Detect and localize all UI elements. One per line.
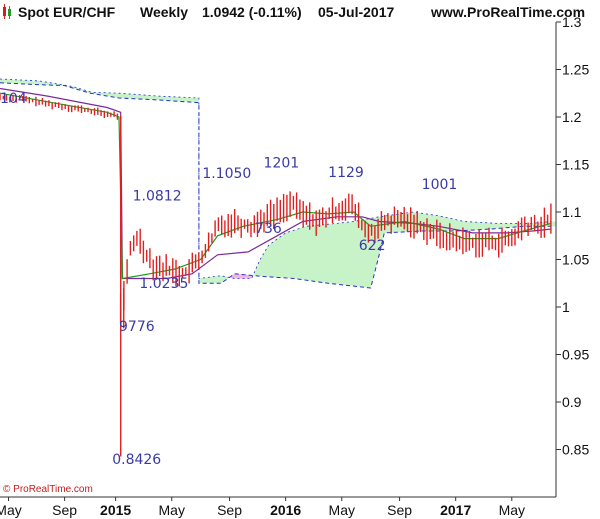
price-annotation: 0.8426: [112, 452, 161, 468]
y-tick-label: 0.85: [562, 442, 589, 458]
x-tick-label: 2015: [100, 502, 131, 518]
senkou-span-a-line: [0, 78, 551, 279]
price-annotation: 622: [359, 238, 386, 254]
timeframe: Weekly: [140, 4, 188, 20]
y-tick-label: 1.1: [562, 204, 582, 220]
cloud-bullish-fill: [253, 212, 556, 288]
price-annotation: 9776: [119, 319, 155, 335]
y-tick-label: 1.2: [562, 109, 582, 125]
x-tick-label: May: [499, 502, 525, 518]
candle-logo-icon: [3, 4, 11, 19]
price-annotation: 1.0235: [139, 276, 188, 292]
y-axis-ticks: 0.85 0.9 0.95 1 1.05 1.1 1.15 1.2 1.25 1.3: [556, 14, 589, 458]
y-tick-label: 1.25: [562, 62, 589, 78]
price-annotation: 1.0812: [133, 189, 182, 205]
x-tick-label: May: [0, 502, 22, 518]
price-annotation: 1001: [422, 177, 458, 193]
price-annotation: 1201: [264, 155, 300, 171]
x-tick-label: May: [329, 502, 355, 518]
y-tick-label: 0.9: [562, 394, 582, 410]
price-annotation: 104: [0, 91, 27, 107]
ichimoku-cloud: [0, 79, 556, 288]
x-tick-label: 2016: [270, 502, 301, 518]
x-tick-label: May: [159, 502, 185, 518]
y-tick-label: 1.3: [562, 14, 582, 30]
cloud-bearish-fill: [229, 273, 253, 279]
y-tick-label: 1: [562, 299, 570, 315]
x-tick-label: Sep: [387, 502, 412, 518]
chart-header: Spot EUR/CHF Weekly 1.0942 (-0.11%) 05-J…: [3, 4, 585, 20]
price-annotation: 736: [255, 221, 282, 237]
price-series: [0, 94, 552, 457]
price-annotation: 1.1050: [202, 166, 251, 182]
last-price: 1.0942 (-0.11%): [202, 4, 302, 20]
x-tick-label: 2017: [440, 502, 471, 518]
x-tick-label: Sep: [52, 502, 77, 518]
instrument-name: Spot EUR/CHF: [18, 4, 116, 20]
site-url: www.ProRealTime.com: [430, 4, 585, 20]
price-annotation: 1129: [328, 165, 364, 181]
copyright-notice: © ProRealTime.com: [3, 484, 93, 495]
price-annotations: 104 0.8426 9776 1.0812 1.0235 1.1050 1201 736 11…: [0, 91, 457, 468]
y-tick-label: 1.15: [562, 157, 589, 173]
x-tick-label: Sep: [217, 502, 242, 518]
y-tick-label: 1.05: [562, 252, 589, 268]
chart-date: 05-Jul-2017: [318, 4, 394, 20]
y-tick-label: 0.95: [562, 347, 589, 363]
x-axis-ticks: May Sep 2015 May Sep 2016 May Sep 2017 May: [0, 497, 525, 518]
